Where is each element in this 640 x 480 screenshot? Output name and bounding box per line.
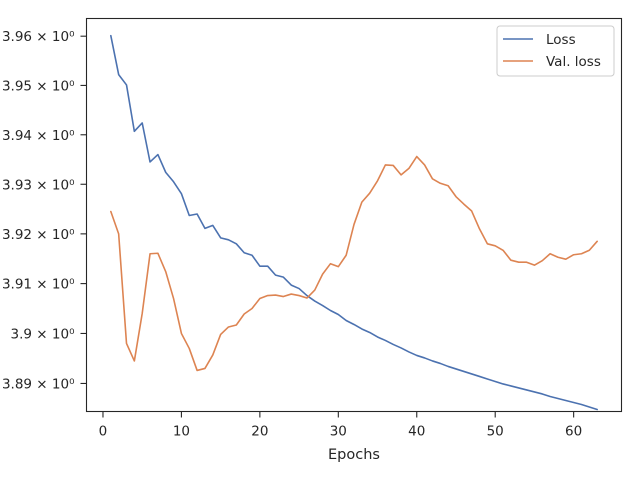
- y-tick-label: 3.96 × 10⁰: [2, 29, 75, 45]
- x-axis: 0 10 20 30 40 50 60: [99, 411, 582, 440]
- series-line-loss: [110, 34, 598, 411]
- y-axis: 3.89 × 10⁰ 3.9 × 10⁰ 3.91 × 10⁰ 3.92 × 10⁰ 3…: [2, 29, 87, 392]
- legend-label: Loss: [546, 32, 576, 48]
- plot-lines: [110, 34, 598, 411]
- legend: Loss Val. loss: [496, 25, 615, 77]
- x-axis-label: Epochs: [328, 447, 380, 463]
- x-tick-label: 10: [173, 424, 190, 440]
- x-tick-label: 60: [565, 424, 582, 440]
- series-line-val-loss: [110, 155, 598, 372]
- x-tick-label: 50: [487, 424, 504, 440]
- y-tick-label: 3.91 × 10⁰: [2, 277, 75, 293]
- y-tick-label: 3.94 × 10⁰: [2, 128, 75, 144]
- y-tick-label: 3.93 × 10⁰: [2, 177, 75, 193]
- plot-frame: [85, 17, 623, 413]
- y-tick-label: 3.89 × 10⁰: [2, 376, 75, 392]
- x-tick-label: 20: [251, 424, 268, 440]
- x-tick-label: 30: [330, 424, 347, 440]
- y-tick-label: 3.9 × 10⁰: [11, 326, 75, 342]
- y-tick-label: 3.92 × 10⁰: [2, 227, 75, 243]
- legend-label: Val. loss: [546, 54, 601, 70]
- x-tick-label: 0: [99, 424, 108, 440]
- x-tick-label: 40: [408, 424, 425, 440]
- y-tick-label: 3.95 × 10⁰: [2, 78, 75, 94]
